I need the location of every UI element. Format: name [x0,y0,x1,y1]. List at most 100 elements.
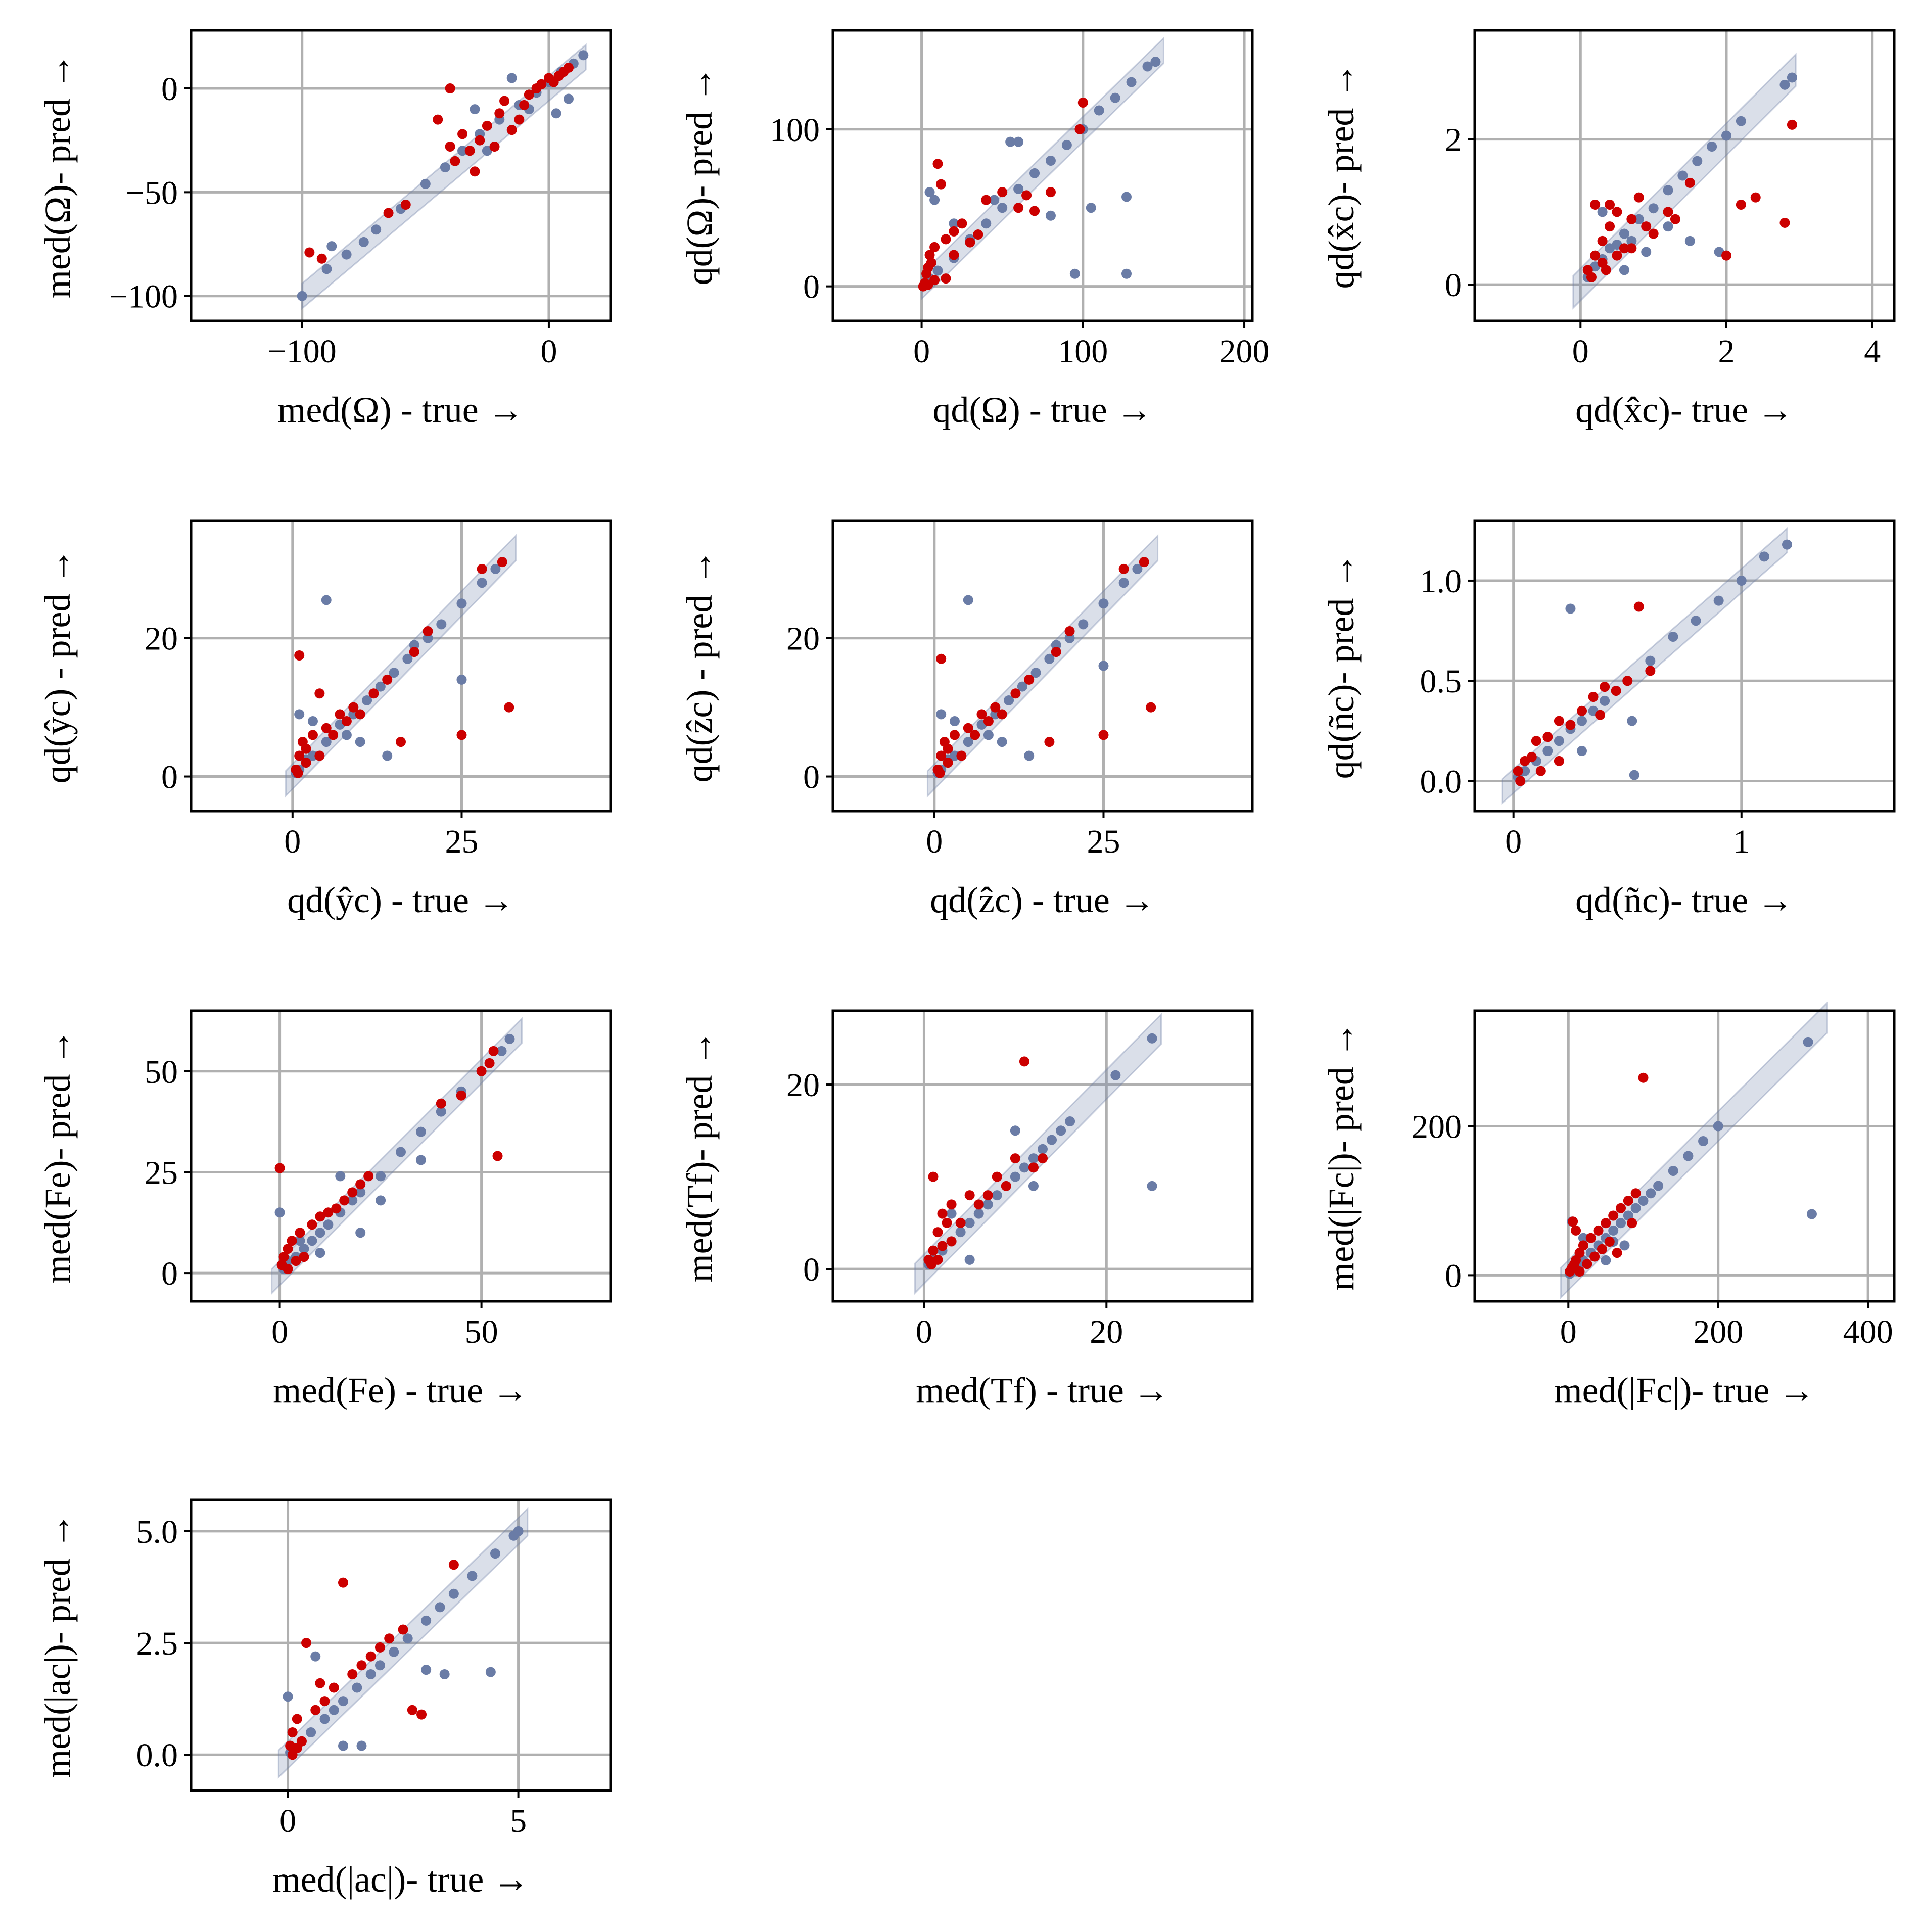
data-point-blue [323,1219,334,1230]
data-point-red [291,1256,301,1266]
x-tick-label: 100 [1058,333,1108,370]
data-point-red [1515,776,1526,786]
data-point-red [407,1705,417,1715]
data-point-red [990,702,1001,713]
data-point-blue [1045,210,1056,221]
y-tick-label: 0 [803,1251,820,1288]
data-point-red [494,108,505,119]
x-tick-label: 200 [1220,333,1270,370]
data-point-red [314,688,325,699]
data-point-blue [1061,139,1072,150]
points-group [1565,1036,1817,1279]
data-point-red [489,142,500,152]
plot-frame [831,519,1254,813]
data-point-red [1021,190,1032,201]
data-point-red [1612,1248,1622,1258]
data-point-red [287,1727,298,1737]
data-point-red [1638,1072,1649,1083]
data-point-red [1605,200,1615,210]
data-point-red [1077,97,1088,108]
data-point-red [1648,228,1659,239]
data-point-red [943,743,953,754]
x-axis-label: qd(x̂c)- true → [1575,390,1794,430]
data-point-red [347,1187,358,1198]
data-point-red [1633,192,1644,203]
data-point-blue [409,640,419,650]
data-point-blue [1619,228,1629,239]
data-point-red [957,218,967,229]
data-point-red [1595,710,1606,720]
data-point-red [368,688,379,699]
subplot-2: 0 100 200 0 100 qd(Ω) - true → qd(Ω)- pred → [679,29,1270,430]
points-group [1582,72,1797,282]
data-point-blue [1121,192,1132,202]
data-point-blue [1142,61,1153,72]
data-point-blue [1030,668,1041,678]
points-group [1513,539,1792,786]
data-point-red [319,1696,330,1707]
data-point-blue [362,695,372,705]
x-axis-label: qd(ẑc) - true → [930,880,1155,920]
data-point-blue [1028,1153,1039,1164]
data-point-blue [1013,136,1024,147]
data-point-red [1574,1266,1585,1277]
data-point-red [936,750,947,761]
x-axis-label: med(Fe) - true → [273,1370,529,1410]
data-point-red [564,62,574,73]
x-tick-label: 25 [1087,823,1120,860]
data-point-red [476,1066,487,1076]
x-tick-label: 400 [1843,1313,1893,1350]
data-point-blue [1597,207,1608,217]
data-point-red [1038,1153,1048,1164]
data-point-blue [436,619,447,630]
data-point-blue [470,104,480,115]
data-point-red [928,1245,939,1256]
data-point-blue [456,674,467,685]
data-point-red [1019,1056,1029,1067]
data-point-red [514,114,525,125]
plot-frame [190,519,612,813]
data-point-blue [440,162,450,173]
data-point-blue [932,265,943,276]
data-point-red [1601,1218,1611,1229]
data-point-red [464,146,475,156]
data-point-red [983,716,994,727]
subplot-10: 0 5 0.0 2.5 5.0 med(|ac|)- true → med(|ac|)- p… [37,1498,612,1900]
data-point-blue [1132,563,1143,574]
data-point-blue [513,1526,524,1536]
x-tick-label: 0 [279,1803,296,1840]
data-point-red [382,674,393,685]
data-point-blue [1736,116,1746,126]
data-point-red [299,1252,309,1262]
data-point-red [1590,250,1601,261]
data-point-red [1612,250,1622,261]
data-point-red [482,120,492,131]
data-point-red [963,723,973,733]
data-point-red [1597,235,1608,246]
data-point-blue [1663,185,1673,196]
data-point-blue [496,1046,507,1056]
data-point-blue [964,1217,975,1228]
data-point-blue [1005,136,1016,147]
data-point-red [1013,203,1024,213]
data-point-blue [506,73,517,83]
data-point-red [1779,217,1790,228]
data-point-red [457,129,468,139]
data-point-red [470,166,480,177]
subplot-9: 0 200 400 0 200 med(|Fc|)- true → med(|Fc|)- p… [1321,1001,1896,1410]
data-point-red [1586,272,1597,282]
data-point-blue [341,730,352,740]
data-point-blue [352,1682,362,1693]
y-tick-label: 200 [1412,1109,1462,1146]
data-point-red [283,1244,293,1254]
data-point-red [475,135,485,146]
data-point-blue [1098,661,1109,671]
data-point-red [314,750,325,761]
data-point-red [1146,702,1156,713]
data-point-blue [315,1248,325,1258]
data-point-red [1608,1210,1619,1221]
y-tick-label: 100 [770,112,820,149]
data-point-blue [389,668,399,678]
data-point-red [400,200,411,210]
data-point-blue [421,1665,432,1675]
